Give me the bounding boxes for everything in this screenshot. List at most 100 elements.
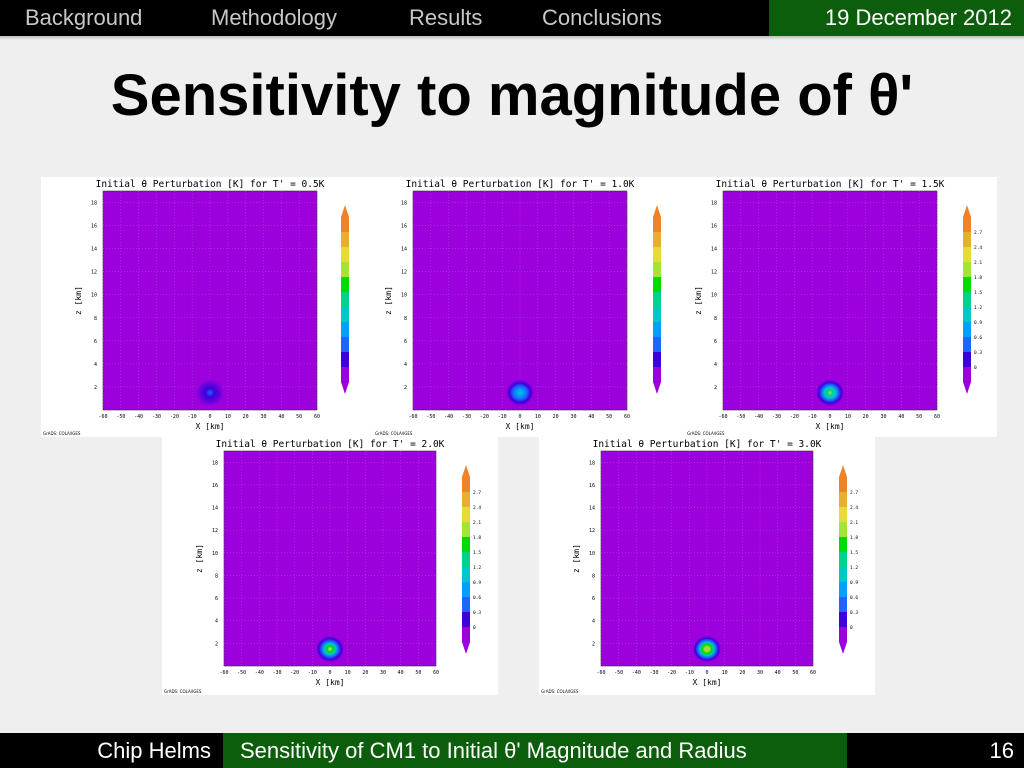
- y-tick-label: 4: [94, 362, 97, 368]
- colorbar-label: 2.1: [974, 260, 982, 266]
- colorbar-label: 1.2: [850, 565, 858, 571]
- perturbation-blob: [196, 379, 224, 406]
- colorbar-segment: [653, 292, 661, 307]
- colorbar-segment: [653, 217, 661, 232]
- x-tick-label: -50: [116, 414, 125, 420]
- top-nav-bar: Background Methodology Results Conclusio…: [0, 0, 1024, 40]
- colorbar-segment: [653, 247, 661, 262]
- colorbar-segment: [462, 627, 470, 642]
- colorbar-label: 0.9: [473, 580, 481, 586]
- colorbar-segment: [341, 277, 349, 292]
- x-tick-label: -40: [255, 670, 264, 676]
- plot-svg: Initial θ Perturbation [K] for T' = 1.0K…: [375, 179, 661, 436]
- y-tick-label: 2: [94, 385, 97, 391]
- date-box: 19 December 2012: [769, 0, 1024, 36]
- colorbar-label: 0.9: [850, 580, 858, 586]
- y-tick-label: 14: [589, 506, 595, 512]
- x-tick-label: 40: [588, 414, 594, 420]
- colorbar-label: 1.8: [473, 535, 481, 541]
- nav-item-methodology[interactable]: Methodology: [211, 5, 337, 30]
- x-tick-label: 20: [739, 670, 745, 676]
- y-tick-label: 10: [711, 293, 717, 299]
- author-box: Chip Helms: [0, 733, 223, 768]
- colorbar-label: 1.8: [850, 535, 858, 541]
- colorbar-label: 2.4: [473, 505, 481, 511]
- y-tick-label: 8: [592, 573, 595, 579]
- y-tick-label: 2: [215, 641, 218, 647]
- colorbar-bottom-arrow: [839, 642, 847, 654]
- y-tick-label: 10: [589, 551, 595, 557]
- grads-credit: GrADS: COLA/IGES: [541, 689, 579, 694]
- colorbar-segment: [963, 262, 971, 277]
- x-tick-label: -20: [170, 414, 179, 420]
- nav-item-conclusions[interactable]: Conclusions: [542, 5, 662, 30]
- y-tick-label: 10: [91, 293, 97, 299]
- x-tick-label: 0: [518, 414, 521, 420]
- nav-item-background[interactable]: Background: [25, 5, 143, 30]
- y-tick-label: 8: [94, 316, 97, 322]
- colorbar-label: 2.7: [850, 490, 858, 496]
- perturbation-blob: [816, 379, 844, 406]
- x-tick-label: -10: [188, 414, 197, 420]
- colorbar-segment: [653, 232, 661, 247]
- y-tick-label: 12: [401, 270, 407, 276]
- x-tick-label: -30: [152, 414, 161, 420]
- colorbar-segment: [462, 612, 470, 627]
- colorbar-label: 2.1: [850, 520, 858, 526]
- y-tick-label: 14: [711, 247, 717, 253]
- y-tick-label: 8: [714, 316, 717, 322]
- presentation-date: 19 December 2012: [824, 5, 1012, 30]
- plot-title: Initial θ Perturbation [K] for T' = 0.5K: [96, 179, 325, 190]
- colorbar-bottom-arrow: [462, 642, 470, 654]
- y-tick-label: 18: [401, 201, 407, 207]
- y-tick-label: 12: [589, 528, 595, 534]
- colorbar-label: 2.7: [473, 490, 481, 496]
- x-axis-label: X [km]: [816, 422, 845, 431]
- grads-credit: GrADS: COLA/IGES: [375, 431, 413, 436]
- x-tick-label: 50: [792, 670, 798, 676]
- x-tick-label: 30: [880, 414, 886, 420]
- y-tick-label: 4: [592, 619, 595, 625]
- footer-bar: Chip Helms Sensitivity of CM1 to Initial…: [0, 733, 1024, 768]
- author-name: Chip Helms: [97, 738, 211, 763]
- y-axis-label: z [km]: [384, 286, 393, 315]
- colorbar-segment: [462, 522, 470, 537]
- x-tick-label: 50: [415, 670, 421, 676]
- nav-item-results[interactable]: Results: [409, 5, 483, 30]
- perturbation-blob: [316, 636, 344, 663]
- colorbar-segment: [839, 552, 847, 567]
- x-tick-label: -10: [808, 414, 817, 420]
- colorbar-segment: [963, 322, 971, 337]
- x-tick-label: -10: [685, 670, 694, 676]
- x-tick-label: 10: [845, 414, 851, 420]
- x-axis-label: X [km]: [693, 678, 722, 687]
- x-tick-label: 40: [398, 670, 404, 676]
- perturbation-blob: [506, 379, 534, 406]
- colorbar-bottom-arrow: [963, 382, 971, 394]
- talk-title: Sensitivity of CM1 to Initial θ' Magnitu…: [240, 738, 747, 763]
- colorbar-segment: [341, 367, 349, 382]
- colorbar-label: 0.3: [473, 610, 481, 616]
- x-tick-label: 60: [314, 414, 320, 420]
- x-tick-label: 20: [863, 414, 869, 420]
- y-tick-label: 8: [404, 316, 407, 322]
- x-tick-label: -50: [237, 670, 246, 676]
- colorbar-segment: [963, 367, 971, 382]
- x-tick-label: 20: [243, 414, 249, 420]
- x-tick-label: 30: [380, 670, 386, 676]
- y-axis-label: z [km]: [74, 286, 83, 315]
- colorbar-label: 2.1: [473, 520, 481, 526]
- colorbar-label: 0: [974, 365, 977, 371]
- colorbar-segment: [839, 582, 847, 597]
- plot-area: [600, 450, 814, 667]
- x-tick-label: -30: [462, 414, 471, 420]
- y-tick-label: 4: [215, 619, 218, 625]
- x-tick-label: 0: [705, 670, 708, 676]
- colorbar-label: 1.5: [473, 550, 481, 556]
- colorbar-label: 1.2: [974, 305, 982, 311]
- y-tick-label: 12: [91, 270, 97, 276]
- colorbar-top-arrow: [839, 465, 847, 477]
- colorbar-segment: [462, 507, 470, 522]
- colorbar-label: 1.5: [974, 290, 982, 296]
- plot-svg: Initial θ Perturbation [K] for T' = 0.5K…: [43, 179, 349, 436]
